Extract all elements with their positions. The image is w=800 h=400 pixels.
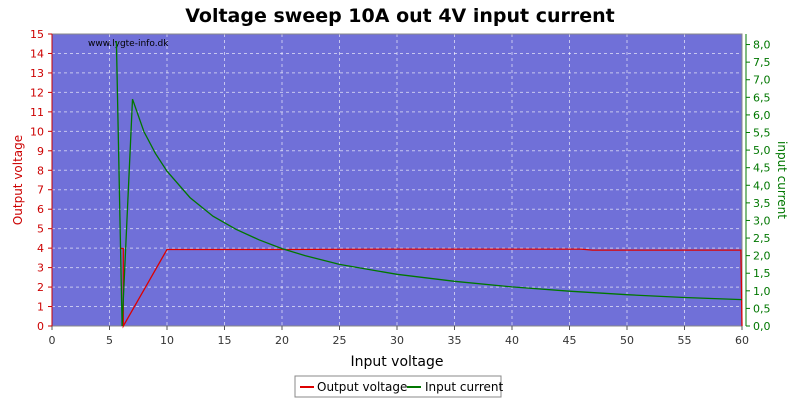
x-tick-label: 45 xyxy=(563,334,577,347)
y-right-tick-label: 5,5 xyxy=(753,127,771,140)
y-left-tick-label: 9 xyxy=(37,145,44,158)
x-axis-ticks: 0 5 10 15 20 25 30 35 40 45 50 55 60 xyxy=(49,326,749,347)
x-tick-label: 25 xyxy=(333,334,347,347)
y-right-tick-label: 1,5 xyxy=(753,267,771,280)
y-right-tick-label: 4,5 xyxy=(753,162,771,175)
y-left-tick-label: 14 xyxy=(30,47,44,60)
x-tick-label: 10 xyxy=(160,334,174,347)
x-tick-label: 20 xyxy=(275,334,289,347)
x-tick-label: 60 xyxy=(735,334,749,347)
y-left-tick-label: 1 xyxy=(37,301,44,314)
grid-lines xyxy=(52,34,742,326)
x-axis-label: Input voltage xyxy=(350,354,443,370)
y-left-tick-label: 11 xyxy=(30,106,44,119)
y-left-tick-label: 5 xyxy=(37,223,44,236)
x-tick-label: 55 xyxy=(678,334,692,347)
x-tick-label: 15 xyxy=(218,334,232,347)
x-tick-label: 40 xyxy=(505,334,519,347)
x-tick-label: 0 xyxy=(49,334,56,347)
x-tick-label: 30 xyxy=(390,334,404,347)
x-tick-label: 50 xyxy=(620,334,634,347)
y-left-tick-label: 8 xyxy=(37,164,44,177)
x-tick-label: 5 xyxy=(106,334,113,347)
y-right-tick-label: 6,5 xyxy=(753,91,771,104)
y-left-tick-label: 7 xyxy=(37,184,44,197)
y-right-tick-label: 7,0 xyxy=(753,74,771,87)
y-left-tick-label: 15 xyxy=(30,28,44,41)
y-right-tick-label: 6,0 xyxy=(753,109,771,122)
y-right-tick-label: 2,0 xyxy=(753,250,771,263)
watermark: www.lygte-info.dk xyxy=(88,39,169,49)
y-left-tick-label: 2 xyxy=(37,281,44,294)
y-left-axis-label: Output voltage xyxy=(11,135,25,225)
y-right-tick-label: 2,5 xyxy=(753,232,771,245)
y-right-tick-label: 5,0 xyxy=(753,144,771,157)
y-right-axis-label: input current xyxy=(775,141,789,219)
legend-label-input-current: Input current xyxy=(425,380,503,394)
y-right-tick-label: 1,0 xyxy=(753,285,771,298)
y-left-tick-label: 3 xyxy=(37,262,44,275)
legend: Output voltage Input current xyxy=(294,375,503,398)
y-left-tick-label: 0 xyxy=(37,320,44,333)
y-left-tick-label: 6 xyxy=(37,203,44,216)
legend-box xyxy=(294,375,502,398)
y-right-tick-label: 8,0 xyxy=(753,39,771,52)
y-left-tick-label: 12 xyxy=(30,86,44,99)
y-right-axis-ticks: 0,0 0,5 1,0 1,5 2,0 2,5 3,0 3,5 4,0 4,5 5,0 5,5 6,0 6… xyxy=(746,39,771,333)
series-group xyxy=(115,40,743,329)
series-line-input-current xyxy=(115,40,743,327)
y-right-tick-label: 4,0 xyxy=(753,179,771,192)
y-left-tick-label: 13 xyxy=(30,67,44,80)
y-right-tick-label: 7,5 xyxy=(753,56,771,69)
x-tick-label: 35 xyxy=(448,334,462,347)
chart-title: Voltage sweep 10A out 4V input current xyxy=(185,5,615,27)
y-right-tick-label: 0,0 xyxy=(753,320,771,333)
y-right-tick-label: 0,5 xyxy=(753,302,771,315)
legend-label-output-voltage: Output voltage xyxy=(317,380,407,394)
y-left-tick-label: 4 xyxy=(37,242,44,255)
y-right-tick-label: 3,0 xyxy=(753,214,771,227)
y-left-tick-label: 10 xyxy=(30,125,44,138)
y-right-tick-label: 3,5 xyxy=(753,197,771,210)
